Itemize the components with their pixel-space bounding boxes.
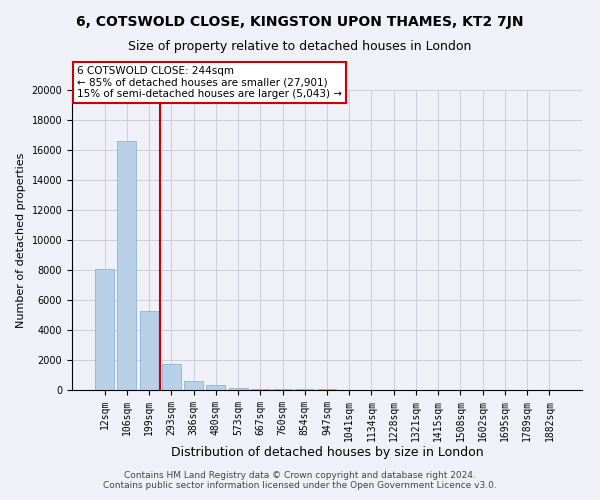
Bar <box>95 268 114 390</box>
Text: Size of property relative to detached houses in London: Size of property relative to detached ho… <box>128 40 472 53</box>
Bar <box>206 385 225 390</box>
Bar <box>162 364 181 390</box>
Text: Contains HM Land Registry data © Crown copyright and database right 2024.
Contai: Contains HM Land Registry data © Crown c… <box>103 470 497 490</box>
Bar <box>251 388 270 390</box>
Text: 6 COTSWOLD CLOSE: 244sqm
← 85% of detached houses are smaller (27,901)
15% of se: 6 COTSWOLD CLOSE: 244sqm ← 85% of detach… <box>77 66 342 99</box>
Bar <box>118 141 136 390</box>
Bar <box>140 310 158 390</box>
Text: 6, COTSWOLD CLOSE, KINGSTON UPON THAMES, KT2 7JN: 6, COTSWOLD CLOSE, KINGSTON UPON THAMES,… <box>76 15 524 29</box>
Bar <box>184 381 203 390</box>
Y-axis label: Number of detached properties: Number of detached properties <box>16 152 26 328</box>
X-axis label: Distribution of detached houses by size in London: Distribution of detached houses by size … <box>170 446 484 460</box>
Bar <box>229 388 248 390</box>
Bar <box>273 389 292 390</box>
Bar <box>295 389 314 390</box>
